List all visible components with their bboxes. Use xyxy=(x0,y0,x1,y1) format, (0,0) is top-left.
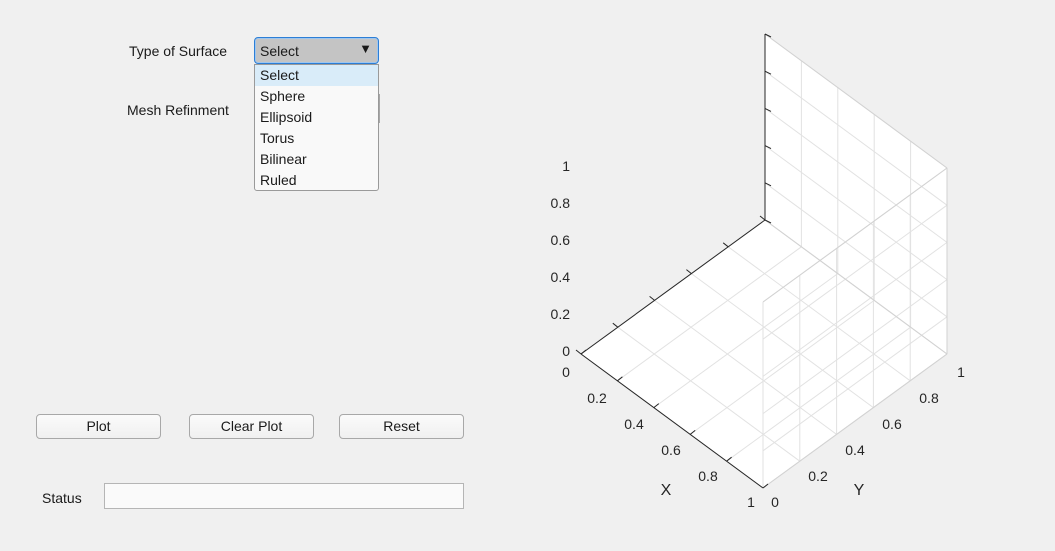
plot-button[interactable]: Plot xyxy=(36,414,161,439)
reset-button[interactable]: Reset xyxy=(339,414,464,439)
z-tick-label: 0 xyxy=(562,343,570,359)
x-tick-label: 0.4 xyxy=(624,416,644,432)
z-tick xyxy=(764,182,772,187)
x-tick xyxy=(726,456,732,462)
x-tick xyxy=(689,430,696,435)
box-edge xyxy=(762,167,948,303)
grid-line xyxy=(617,246,802,382)
z-tick xyxy=(764,33,772,38)
y-tick xyxy=(575,349,582,355)
y-tick xyxy=(686,269,692,274)
surface-type-selected-value: Select xyxy=(260,43,299,59)
z-tick xyxy=(764,219,772,224)
mesh-refinement-label: Mesh Refinment xyxy=(127,102,229,118)
x-axis-label: X xyxy=(661,482,672,499)
x-tick xyxy=(653,403,660,408)
grid-line xyxy=(762,279,948,415)
x-tick-label: 0.6 xyxy=(661,442,681,458)
surface-type-label: Type of Surface xyxy=(129,43,228,59)
y-tick xyxy=(759,215,766,221)
x-tick xyxy=(762,483,769,489)
grid-line xyxy=(762,241,948,377)
x-tick-label: 0.8 xyxy=(698,468,718,484)
surface-type-listbox[interactable]: Select Sphere Ellipsoid Torus Bilinear R… xyxy=(254,64,379,191)
surface-option-torus[interactable]: Torus xyxy=(260,130,295,146)
surface-option-bilinear[interactable]: Bilinear xyxy=(260,151,307,167)
grid-line xyxy=(764,70,948,206)
box-edge xyxy=(762,353,948,489)
surface-option-ruled[interactable]: Ruled xyxy=(260,172,297,188)
x-tick-label: 1 xyxy=(747,494,755,510)
y-tick-label: 0.6 xyxy=(882,416,902,432)
grid-line xyxy=(762,316,948,452)
axes-frame xyxy=(580,33,948,489)
grid-line xyxy=(653,273,839,409)
y-tick-label: 1 xyxy=(957,364,965,380)
y-tick xyxy=(649,296,655,301)
x-tick xyxy=(617,376,623,382)
z-tick xyxy=(764,70,772,75)
back-right-pane xyxy=(763,168,947,488)
y-axis-label: Y xyxy=(854,482,865,499)
z-tick-label: 0.2 xyxy=(551,306,571,322)
surface-option-select[interactable]: Select xyxy=(255,65,378,86)
z-tick-label: 1 xyxy=(562,158,570,174)
grid-line xyxy=(617,326,801,462)
grid-line xyxy=(654,299,837,435)
z-tick xyxy=(764,107,772,112)
grid-line xyxy=(727,246,911,382)
surface-option-ellipsoid[interactable]: Ellipsoid xyxy=(260,109,313,125)
x-tick-label: 0 xyxy=(562,364,570,380)
dropdown-arrow-icon[interactable]: ▼ xyxy=(359,41,372,56)
surface-type-dropdown[interactable]: Select ▼ xyxy=(254,37,379,64)
axes-ticks xyxy=(575,33,772,489)
grid-line xyxy=(689,299,875,435)
grid-line xyxy=(691,273,874,409)
z-tick-label: 0.4 xyxy=(551,269,571,285)
y-axis-line xyxy=(580,219,766,355)
grid-line xyxy=(726,326,911,462)
z-tick-label: 0.6 xyxy=(551,232,571,248)
z-tick xyxy=(764,145,772,150)
x-tick xyxy=(580,349,587,355)
surface-option-sphere[interactable]: Sphere xyxy=(260,88,306,104)
grid-line xyxy=(764,182,948,318)
status-label: Status xyxy=(42,490,82,506)
z-tick-label: 0.8 xyxy=(551,195,571,211)
status-field[interactable] xyxy=(104,483,464,509)
grid-line xyxy=(764,145,948,281)
x-axis-line xyxy=(580,353,764,489)
y-tick-label: 0.8 xyxy=(919,390,939,406)
y-tick-label: 0.4 xyxy=(845,442,865,458)
box-edge xyxy=(764,219,948,355)
grid-line xyxy=(762,204,948,340)
grid-line xyxy=(764,107,948,243)
clear-plot-button[interactable]: Clear Plot xyxy=(189,414,314,439)
y-tick xyxy=(722,242,729,248)
x-tick-label: 0.2 xyxy=(587,390,607,406)
box-edge xyxy=(764,33,948,169)
y-tick xyxy=(612,322,619,328)
y-tick-label: 0.2 xyxy=(808,468,828,484)
y-tick-label: 0 xyxy=(771,494,779,510)
